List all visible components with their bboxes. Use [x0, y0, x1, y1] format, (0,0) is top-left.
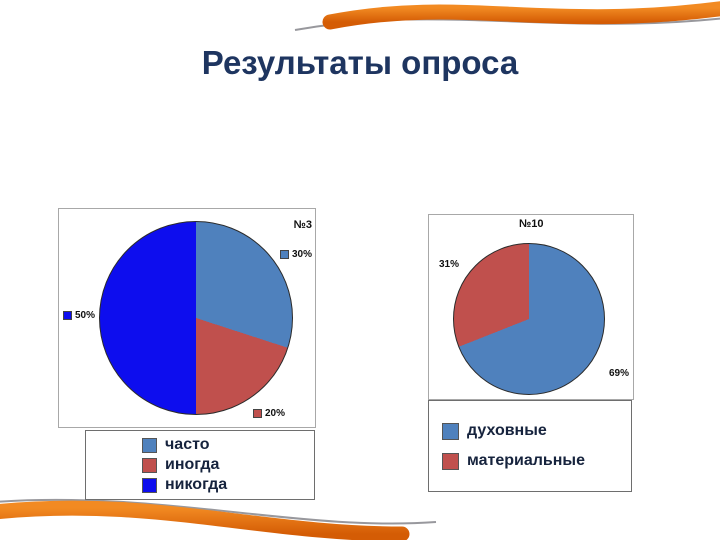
legend-swatch-duhovnye — [442, 422, 459, 440]
legend-label: никогда — [165, 476, 228, 493]
pie-1-percent-label-inogda: 20% — [252, 408, 285, 419]
legend-label: часто — [165, 436, 210, 453]
top-ribbon-orange-band — [322, 1, 720, 30]
pie-chart-2 — [453, 243, 605, 395]
pie-chart-1 — [99, 221, 293, 415]
legend-swatch-nikogda — [142, 477, 157, 493]
label-marker-chasto — [279, 250, 289, 259]
legend-item-chasto: часто — [142, 436, 314, 454]
pie-chart-2-frame: №10 31% 69% — [428, 214, 634, 400]
label-text: 20% — [264, 408, 285, 419]
label-text: 30% — [291, 249, 312, 260]
legend-swatch-inogda — [142, 457, 157, 473]
pie-2-percent-label-materialnye: 31% — [439, 259, 459, 270]
pie-1-percent-label-chasto: 30% — [279, 249, 312, 260]
label-text: 31% — [439, 259, 460, 270]
legend-item-materialnye: материальные — [442, 452, 631, 470]
legend-label: материальные — [467, 452, 585, 469]
pie-1-percent-label-nikogda: 50% — [63, 310, 95, 321]
slide-title: Результаты опроса — [201, 44, 519, 81]
pie-chart-1-legend: часто иногда никогда — [85, 430, 315, 500]
top-ribbon-gray-line — [294, 17, 720, 31]
legend-label: духовные — [467, 422, 547, 439]
pie-chart-1-frame: №3 30% 20% 50% — [58, 208, 316, 428]
pie-chart-1-title: №3 — [293, 219, 312, 231]
legend-swatch-chasto — [142, 437, 157, 453]
bottom-ribbon-gray-line — [0, 498, 437, 525]
pie-2-percent-label-duhovnye: 69% — [609, 368, 629, 379]
label-text: 50% — [75, 310, 96, 321]
label-text: 69% — [608, 368, 629, 379]
legend-item-inogda: иногда — [142, 456, 314, 474]
legend-item-nikogda: никогда — [142, 476, 314, 494]
label-marker-nikogda — [63, 311, 72, 320]
legend-swatch-materialnye — [442, 452, 459, 470]
legend-item-duhovnye: духовные — [442, 422, 631, 440]
pie-chart-2-title: №10 — [519, 218, 544, 230]
bottom-ribbon-orange-band — [0, 500, 410, 540]
pie-chart-2-legend: духовные материальные — [428, 400, 632, 492]
legend-label: иногда — [165, 456, 220, 473]
label-marker-inogda — [252, 409, 262, 418]
